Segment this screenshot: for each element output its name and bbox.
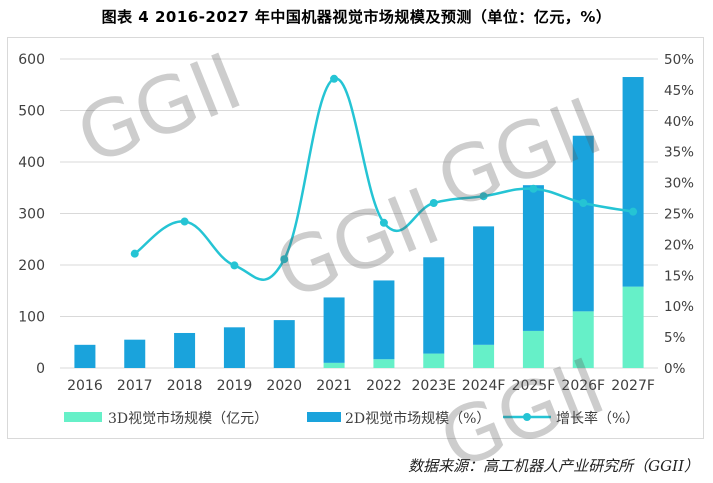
growth-rate-point <box>429 198 438 207</box>
x-tick-label: 2025F <box>512 378 556 394</box>
x-tick-label: 2016 <box>67 378 103 394</box>
y-left-tick-label: 100 <box>18 310 45 326</box>
growth-rate-point <box>529 184 538 193</box>
x-tick-label: 2018 <box>167 378 203 394</box>
bar-2d <box>572 135 594 312</box>
y-right-tick-label: 15% <box>664 268 694 284</box>
x-tick-label: 2021 <box>316 378 352 394</box>
growth-rate-point <box>629 207 638 216</box>
bar-2d <box>323 297 345 363</box>
y-right-tick-label: 20% <box>664 237 694 253</box>
data-source-note: 数据来源：高工机器人产业研究所（GGII） <box>408 457 699 475</box>
y-right-tick-label: 0% <box>664 361 686 377</box>
legend-swatch-line-marker <box>523 413 531 421</box>
bar-2d <box>124 339 146 368</box>
legend-label-2d: 2D视觉市场规模（%） <box>345 410 490 427</box>
growth-rate-point <box>180 217 189 226</box>
y-left-tick-label: 600 <box>18 52 45 68</box>
bar-2d <box>423 257 445 354</box>
y-right-tick-label: 35% <box>664 145 694 161</box>
y-left-tick-label: 400 <box>18 155 45 171</box>
bar-3d <box>423 353 445 368</box>
y-right-tick-label: 45% <box>664 83 694 99</box>
growth-rate-point <box>230 261 239 270</box>
x-tick-label: 2026F <box>561 378 605 394</box>
bar-2d <box>473 226 495 345</box>
y-left-tick-label: 300 <box>18 207 45 223</box>
bar-3d <box>323 362 345 368</box>
y-left-tick-label: 0 <box>36 361 45 377</box>
growth-rate-point <box>280 255 289 264</box>
y-left-tick-label: 500 <box>18 104 45 120</box>
y-right-tick-label: 50% <box>664 52 694 68</box>
x-tick-label: 2022 <box>366 378 402 394</box>
x-tick-label: 2027F <box>611 378 655 394</box>
growth-rate-line <box>134 77 634 281</box>
chart-frame <box>7 37 704 439</box>
y-right-tick-label: 5% <box>664 330 686 346</box>
bar-3d <box>373 359 395 368</box>
growth-rate-point <box>379 218 388 227</box>
growth-rate-point <box>479 192 488 201</box>
growth-rate-point <box>330 74 339 83</box>
growth-rate-point <box>579 198 588 207</box>
bar-2d <box>273 320 295 368</box>
bar-2d <box>74 344 96 368</box>
bar-2d <box>522 185 544 331</box>
legend-label-3d: 3D视觉市场规模（亿元） <box>108 410 268 427</box>
x-tick-label: 2017 <box>117 378 153 394</box>
y-right-tick-label: 30% <box>664 176 694 192</box>
y-right-tick-label: 10% <box>664 299 694 315</box>
legend-swatch-2d <box>307 412 341 422</box>
bar-3d <box>473 344 495 368</box>
y-right-tick-label: 25% <box>664 207 694 223</box>
x-tick-label: 2024F <box>462 378 506 394</box>
legend-label-growth: 增长率（%） <box>556 410 639 427</box>
x-tick-label: 2020 <box>266 378 302 394</box>
y-left-tick-label: 200 <box>18 258 45 274</box>
bar-2d <box>622 77 644 287</box>
bar-2d <box>223 327 245 368</box>
y-right-tick-label: 40% <box>664 114 694 130</box>
growth-rate-point <box>130 249 139 258</box>
bar-2d <box>373 280 395 360</box>
bar-3d <box>572 311 594 368</box>
legend-swatch-3d <box>64 412 102 422</box>
chart-title: 图表 4 2016-2027 年中国机器视觉市场规模及预测（单位：亿元，%） <box>101 8 612 26</box>
bar-3d <box>622 286 644 368</box>
x-tick-label: 2023E <box>412 378 456 394</box>
bar-2d <box>174 332 196 368</box>
bar-3d <box>522 330 544 368</box>
x-tick-label: 2019 <box>217 378 253 394</box>
